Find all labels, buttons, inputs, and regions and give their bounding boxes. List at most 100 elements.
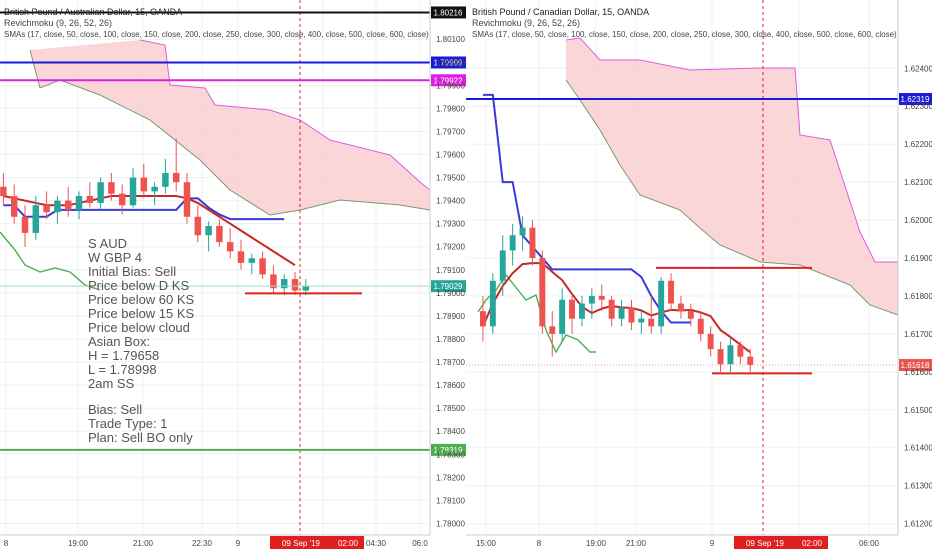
candle-left-body — [21, 216, 29, 233]
sma-right — [482, 262, 751, 354]
candle-left-body — [162, 172, 169, 187]
senkou-span-b-right — [565, 79, 899, 316]
candle-right-body — [489, 280, 496, 327]
price-tick-label: 1.78300 — [436, 450, 465, 459]
candle-right-body — [628, 307, 635, 323]
price-tick-label: 1.61800 — [904, 292, 932, 301]
candle-left-body — [172, 172, 180, 183]
ichimoku-cloud-left — [30, 40, 430, 215]
price-label-bg-left — [431, 56, 466, 69]
note-line: L = 1.78998 — [88, 362, 157, 377]
candle-left-body — [64, 200, 72, 210]
price-tick-label: 1.79300 — [436, 220, 465, 229]
right-legend-indicator-ichimoku[interactable]: Revichmoku (9, 26, 52, 26) — [472, 18, 580, 28]
candle-right-body — [697, 318, 704, 334]
time-tick-label: 19:00 — [586, 539, 607, 548]
time-tick-label: 04:30 — [366, 539, 387, 548]
candle-right-body — [519, 227, 526, 236]
right-legend: British Pound / Canadian Dollar, 15, OAN… — [472, 7, 897, 39]
candle-right-body — [529, 227, 536, 259]
candle-left-body — [183, 182, 191, 217]
candle-right-body — [559, 299, 566, 334]
price-tick-label: 1.78700 — [436, 358, 465, 367]
levels-layer: 1.80216 1.79999 1.79922 1.79029 1.78319 1.623… — [0, 0, 932, 535]
candle-right-body — [618, 307, 625, 319]
candle-right-body — [707, 333, 714, 350]
price-tick-label: 1.61700 — [904, 330, 932, 339]
price-tick-label: 1.79000 — [436, 289, 465, 298]
time-tick-label: 9 — [710, 539, 715, 548]
candle-left-body — [151, 186, 158, 192]
candle-left-body — [10, 196, 18, 217]
candle-left-body — [291, 279, 299, 291]
date-tag-time: 02:00 — [802, 539, 823, 548]
cloud-layer — [29, 37, 899, 316]
candle-right-body — [569, 299, 576, 319]
date-tag-label: 09 Sep '19 — [746, 539, 785, 548]
time-tick-label: 21:00 — [133, 539, 154, 548]
date-tag-background — [734, 536, 796, 549]
candle-right-body — [687, 311, 694, 319]
price-tick-label: 1.80100 — [436, 35, 465, 44]
candle-right-body — [677, 303, 684, 312]
price-tick-label: 1.79500 — [436, 174, 465, 183]
candle-right-body — [727, 345, 734, 365]
price-tick-label: 1.78100 — [436, 496, 465, 505]
candle-left-body — [302, 286, 310, 291]
candle-right-body — [549, 326, 556, 334]
price-tick-label: 1.79600 — [436, 151, 465, 160]
price-tick-label: 1.61900 — [904, 254, 932, 263]
candle-right-body — [658, 280, 665, 327]
candle-left-body — [216, 225, 223, 243]
note-line: Asian Box: — [88, 334, 150, 349]
note-line: Price below 60 KS — [88, 292, 195, 307]
chikou-span-left — [0, 231, 101, 291]
price-tick-label: 1.78900 — [436, 312, 465, 321]
candle-left-body — [270, 274, 277, 289]
price-tick-label: 1.79900 — [436, 81, 465, 90]
candle-right-body — [539, 258, 546, 327]
chikou-span-right — [477, 273, 596, 354]
price-tick-label: 1.78500 — [436, 404, 465, 413]
time-tick-label: 8 — [4, 539, 9, 548]
candle-right-body — [479, 311, 486, 327]
ichimoku-cloud-right — [566, 38, 898, 315]
price-label-left: 1.80216 — [434, 8, 463, 17]
note-line: Price below 15 KS — [88, 306, 195, 321]
price-tick-label: 1.80000 — [436, 58, 465, 67]
time-tick-label: 22:30 — [192, 539, 213, 548]
senkou-span-b-left — [29, 49, 431, 216]
price-label-left: 1.79029 — [434, 282, 463, 291]
time-tick-label: 9 — [236, 539, 241, 548]
price-tick-label: 1.62300 — [904, 102, 932, 111]
right-legend-title: British Pound / Canadian Dollar, 15, OAN… — [472, 7, 649, 17]
price-tick-label: 1.61400 — [904, 444, 932, 453]
left-legend-title: British Pound / Australian Dollar, 15, O… — [4, 7, 182, 17]
candle-left-body — [129, 177, 137, 206]
candle-left-body — [118, 193, 126, 206]
time-tick-label: 19:00 — [68, 539, 89, 548]
price-label-left: 1.78319 — [434, 446, 463, 455]
candle-right-body — [737, 345, 744, 357]
left-legend-indicator-smas[interactable]: SMAs (17, close, 50, close, 100, close, … — [4, 30, 429, 39]
price-tick-label: 1.62200 — [904, 140, 932, 149]
time-tick-label: 06:0 — [412, 539, 428, 548]
candle-right-body — [717, 349, 724, 365]
candle-left-body — [259, 258, 266, 275]
candle-right-body — [638, 318, 645, 323]
price-label-left: 1.79999 — [434, 58, 463, 67]
price-tick-label: 1.62100 — [904, 178, 932, 187]
date-tag-label: 09 Sep '19 — [282, 539, 321, 548]
left-legend-indicator-ichimoku[interactable]: Revichmoku (9, 26, 52, 26) — [4, 18, 112, 28]
price-label-right: 1.61618 — [901, 361, 930, 370]
price-label-bg-left — [431, 280, 466, 293]
candle-left-body — [97, 182, 104, 203]
price-tick-label: 1.78600 — [436, 381, 465, 390]
candle-left-body — [75, 196, 83, 210]
right-legend-indicator-smas[interactable]: SMAs (17, close, 50, close, 100, close, … — [472, 30, 897, 39]
candle-left-body — [86, 196, 94, 203]
price-label-bg-left — [431, 74, 466, 87]
note-line: Plan: Sell BO only — [88, 430, 193, 445]
date-tag: 09 Sep '19 02:00 — [734, 536, 828, 549]
price-label-bg-right — [899, 359, 932, 372]
